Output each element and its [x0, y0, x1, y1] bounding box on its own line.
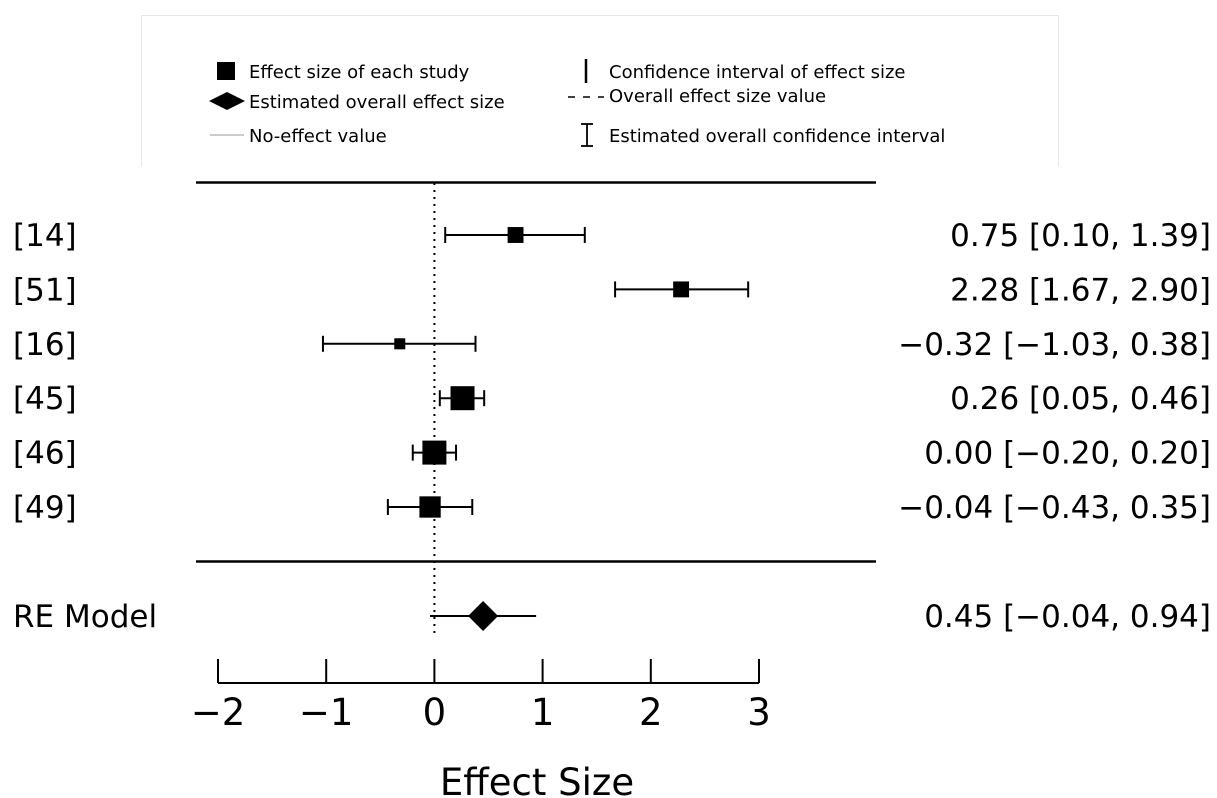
- legend-ci: Confidence interval of effect size: [609, 62, 905, 83]
- legend-overall-ci: Estimated overall confidence interval: [609, 126, 945, 147]
- study-label: [49]: [13, 490, 77, 526]
- study-row: [16] −0.32 [−1.03, 0.38]: [13, 327, 1211, 363]
- study-row: [14] 0.75 [0.10, 1.39]: [13, 218, 1211, 254]
- x-tick-label: 3: [747, 691, 771, 734]
- study-label: [46]: [13, 436, 77, 472]
- study-estimate-text: 0.75 [0.10, 1.39]: [950, 218, 1211, 254]
- study-label: [16]: [13, 327, 77, 363]
- legend-box: [141, 15, 1059, 167]
- legend: Effect size of each study Estimated over…: [209, 59, 945, 147]
- square-marker-icon: [217, 62, 235, 80]
- x-tick-label: 2: [639, 691, 663, 734]
- effect-marker: [507, 227, 524, 243]
- x-axis-label: Effect Size: [440, 761, 634, 798]
- summary-label: RE Model: [13, 599, 157, 635]
- legend-overall-value: Overall effect size value: [609, 86, 826, 107]
- diamond-marker-icon: [209, 92, 245, 110]
- effect-marker: [673, 281, 690, 298]
- x-tick-label: 1: [531, 691, 555, 734]
- study-row: [49] −0.04 [−0.43, 0.35]: [13, 490, 1211, 526]
- summary-row: RE Model 0.45 [−0.04, 0.94]: [13, 599, 1211, 635]
- x-tick-label: −2: [191, 691, 246, 734]
- x-tick-label: −1: [299, 691, 354, 734]
- study-estimate-text: 0.26 [0.05, 0.46]: [950, 381, 1211, 417]
- legend-study-effect: Effect size of each study: [249, 62, 470, 83]
- study-label: [45]: [13, 381, 77, 417]
- study-row: [45] 0.26 [0.05, 0.46]: [13, 381, 1211, 417]
- legend-overall-effect: Estimated overall effect size: [249, 92, 505, 113]
- study-estimate-text: −0.32 [−1.03, 0.38]: [898, 327, 1211, 363]
- study-label: [14]: [13, 218, 77, 254]
- study-label: [51]: [13, 272, 77, 308]
- error-bar-icon: [581, 123, 593, 147]
- study-estimate-text: 0.00 [−0.20, 0.20]: [924, 436, 1211, 472]
- study-row: [46] 0.00 [−0.20, 0.20]: [13, 436, 1211, 472]
- effect-marker: [394, 338, 406, 350]
- study-estimate-text: −0.04 [−0.43, 0.35]: [898, 490, 1211, 526]
- legend-no-effect: No-effect value: [249, 126, 387, 147]
- summary-estimate-text: 0.45 [−0.04, 0.94]: [924, 599, 1211, 635]
- summary-diamond: [468, 601, 499, 631]
- study-estimate-text: 2.28 [1.67, 2.90]: [950, 272, 1211, 308]
- x-tick-label: 0: [423, 691, 447, 734]
- effect-marker: [419, 496, 441, 518]
- study-row: [51] 2.28 [1.67, 2.90]: [13, 272, 1211, 308]
- effect-marker: [422, 440, 447, 465]
- effect-marker: [450, 386, 475, 411]
